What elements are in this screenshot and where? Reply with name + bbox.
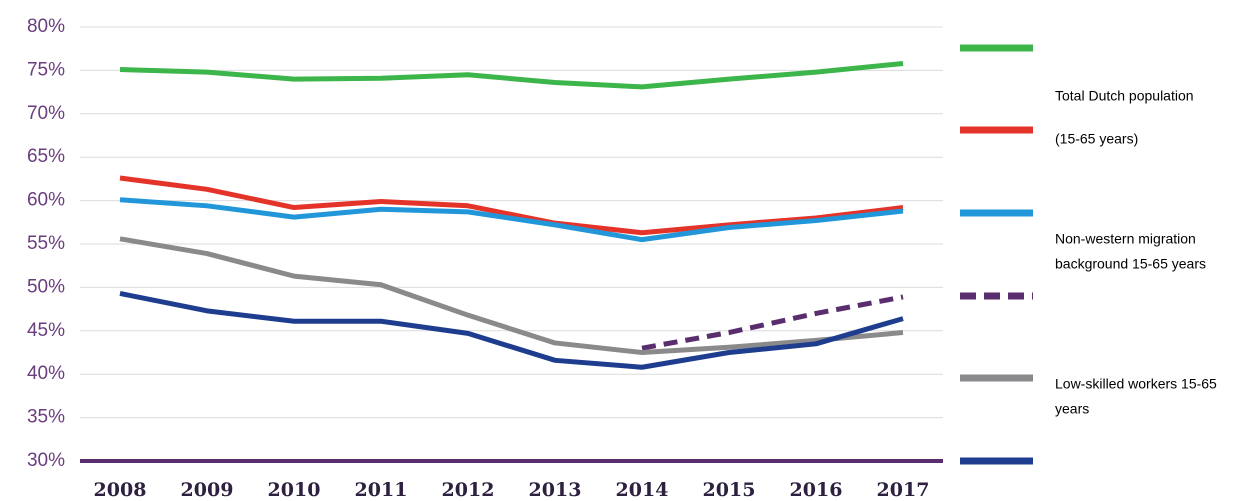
x-tick-label: 2009 (181, 479, 234, 501)
y-tick-label: 55% (27, 233, 65, 254)
y-tick-label: 40% (27, 363, 65, 384)
legend-label: Non-western migration (1055, 231, 1196, 247)
y-tick-label: 60% (27, 190, 65, 211)
x-tick-label: 2008 (94, 479, 147, 501)
x-tick-label: 2017 (877, 479, 930, 501)
y-tick-label: 45% (27, 320, 65, 341)
series-line (119, 60, 904, 90)
legend-label: background 15-65 years (1055, 256, 1206, 272)
y-tick-label: 35% (27, 407, 65, 428)
x-tick-label: 2012 (442, 479, 495, 501)
x-tick-label: 2010 (268, 479, 321, 501)
x-tick-label: 2011 (355, 479, 408, 501)
legend-label: Total Dutch population (1055, 88, 1194, 104)
x-tick-label: 2013 (529, 479, 582, 501)
legend-label: (15-65 years) (1055, 131, 1138, 147)
y-tick-label: 50% (27, 276, 65, 297)
series-line (641, 294, 904, 351)
series-line (119, 175, 904, 236)
x-tick-label: 2014 (616, 479, 669, 501)
series-line (119, 236, 904, 355)
y-tick-label: 30% (27, 450, 65, 471)
series-line (119, 291, 904, 370)
legend-label: years (1055, 401, 1089, 417)
y-tick-label: 80% (27, 16, 65, 37)
x-tick-label: 2015 (703, 479, 756, 501)
x-tick-label: 2016 (790, 479, 843, 501)
y-tick-label: 65% (27, 146, 65, 167)
y-tick-label: 70% (27, 103, 65, 124)
series-line (119, 197, 904, 243)
legend-label: Low-skilled workers 15-65 (1055, 376, 1217, 392)
y-tick-label: 75% (27, 59, 65, 80)
